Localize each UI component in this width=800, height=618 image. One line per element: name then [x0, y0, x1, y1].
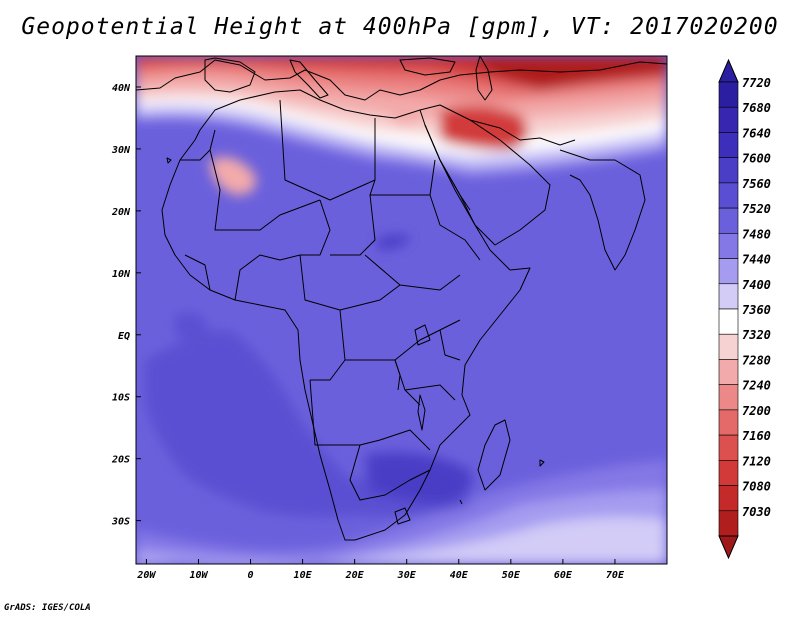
lon-tick-label: 50E [502, 570, 521, 581]
colorbar-swatch [718, 258, 739, 285]
lat-tick-label: 30S [111, 517, 130, 528]
map-title: Geopotential Height at 400hPa [gpm], VT:… [21, 14, 779, 40]
colorbar-label: 7360 [742, 303, 771, 317]
lat-tick-label: 40N [112, 83, 131, 94]
colorbar-label: 7440 [742, 253, 771, 267]
colorbar-label: 7600 [742, 152, 771, 166]
lon-tick-label: 10W [189, 570, 208, 581]
colorbar-label: 7240 [742, 379, 771, 393]
colorbar-swatch [718, 333, 739, 360]
colorbar-label: 7320 [742, 328, 771, 342]
colorbar-swatch [718, 182, 739, 209]
colorbar-swatch [718, 409, 739, 436]
colorbar-label: 7720 [742, 76, 771, 90]
lon-tick-label: 10E [294, 570, 313, 581]
colorbar-label: 7480 [742, 227, 771, 241]
lon-tick-label: 70E [606, 570, 625, 581]
colorbar-swatch [718, 308, 739, 335]
colorbar-label: 7640 [742, 126, 771, 140]
colorbar-label: 7080 [742, 480, 771, 494]
colorbar-label: 7120 [742, 454, 771, 468]
colorbar-label: 7520 [742, 202, 771, 216]
longitude-ticks: 20W 10W 0 10E 20E 30E 40E 50E 60E 70E [136, 559, 625, 581]
colorbar-swatch [718, 460, 739, 486]
lat-tick-label: 30N [111, 145, 131, 156]
colorbar-swatch [718, 283, 739, 310]
colorbar-swatch [718, 233, 739, 259]
colorbar-swatch [718, 359, 739, 385]
colorbar-label: 7280 [742, 353, 771, 367]
lon-tick-label: 20E [345, 570, 365, 581]
colorbar-swatch [718, 384, 739, 411]
lon-tick-label: 40E [450, 570, 469, 581]
colorbar-top-arrow [718, 58, 739, 83]
colorbar: 7720 7680 7640 7600 7560 7520 7480 7440 7400 7360… [718, 58, 771, 560]
colorbar-bottom-arrow [718, 535, 739, 560]
colorbar-label: 7030 [742, 505, 771, 519]
colorbar-swatch [718, 510, 739, 537]
lat-tick-label: 10S [112, 393, 130, 404]
lon-tick-label: 20W [136, 570, 156, 581]
lat-tick-label: EQ [118, 331, 130, 342]
colorbar-swatch [718, 81, 739, 108]
grads-credit: GrADS: IGES/COLA [4, 603, 91, 613]
lat-tick-label: 20N [111, 207, 131, 218]
colorbar-swatch [718, 106, 739, 133]
height-field [136, 56, 667, 564]
colorbar-label: 7200 [742, 404, 771, 418]
lat-tick-label: 10N [112, 269, 131, 280]
lon-tick-label: 30E [397, 570, 417, 581]
colorbar-swatch [718, 132, 739, 158]
colorbar-label: 7160 [742, 429, 771, 443]
colorbar-swatch [718, 485, 739, 512]
lon-tick-label: 0 [248, 570, 254, 581]
latitude-ticks: 40N 30N 20N 10N EQ 10S 20S 30S [111, 83, 141, 528]
lat-tick-label: 20S [111, 455, 130, 466]
coastlines [136, 56, 667, 541]
colorbar-label: 7400 [742, 278, 771, 292]
colorbar-swatch [718, 207, 739, 234]
colorbar-swatch [718, 434, 739, 461]
colorbar-swatch [718, 157, 739, 184]
colorbar-label: 7560 [742, 177, 771, 191]
colorbar-label: 7680 [742, 101, 771, 115]
plot-frame [135, 55, 668, 565]
lon-tick-label: 60E [554, 570, 573, 581]
